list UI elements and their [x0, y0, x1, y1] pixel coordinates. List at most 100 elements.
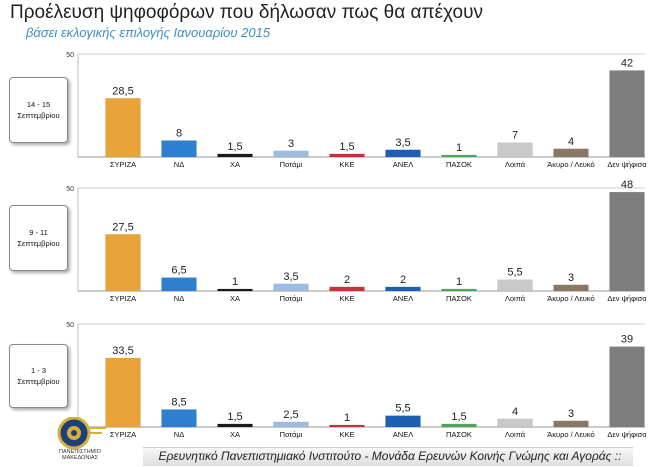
x-tick-label: ΧΑ — [230, 160, 240, 169]
x-tick-label: ΠΑΣΟΚ — [446, 430, 472, 439]
bar-4 — [273, 421, 309, 428]
data-label: 1,5 — [451, 411, 466, 423]
x-tick-label: Δεν ψήφισα — [607, 294, 647, 303]
bar-6 — [385, 286, 421, 292]
x-tick-label: ΑΝΕΛ — [393, 294, 413, 303]
period-label-line-1: 1 - 3 — [30, 366, 46, 375]
bar-1 — [105, 234, 141, 292]
data-label: 3,5 — [395, 137, 410, 149]
x-tick-label: Άκυρο / Λευκό — [547, 294, 594, 303]
bar-7 — [441, 154, 477, 158]
period-label-box: 1 - 3 Σεπτεμβρίου — [9, 344, 68, 408]
period-label-line-2: Σεπτεμβρίου — [17, 111, 60, 120]
data-label: 3,5 — [283, 271, 298, 283]
bar-3 — [217, 288, 253, 292]
bar-4 — [273, 283, 309, 292]
bar-9 — [553, 148, 589, 158]
period-label-line-2: Σεπτεμβρίου — [17, 239, 60, 248]
data-label: 48 — [621, 179, 633, 191]
x-tick-label: ΣΥΡΙΖΑ — [110, 430, 136, 439]
bar-5 — [329, 286, 365, 292]
bar-9 — [553, 284, 589, 292]
x-tick-label: Ποτάμι — [280, 160, 303, 169]
x-tick-label: ΧΑ — [230, 430, 240, 439]
footer-bar — [143, 447, 633, 466]
period-label-line-1: 14 - 15 — [26, 100, 51, 109]
bar-10 — [609, 191, 645, 292]
bar-9 — [553, 420, 589, 428]
data-label: 33,5 — [112, 345, 133, 357]
x-tick-label: ΑΝΕΛ — [393, 160, 413, 169]
period-label-line-2: Σεπτεμβρίου — [17, 377, 60, 386]
x-tick-label: Λοιπά — [505, 430, 526, 439]
data-label: 28,5 — [112, 85, 133, 97]
bar-2 — [161, 409, 197, 428]
bar-6 — [385, 149, 421, 158]
bar-8 — [497, 279, 533, 292]
data-label: 1 — [232, 276, 238, 288]
x-tick-label: ΚΚΕ — [339, 160, 354, 169]
data-label: 39 — [621, 334, 633, 346]
y-tick-label: 50 — [66, 322, 74, 329]
x-tick-label: ΝΔ — [174, 294, 184, 303]
logo-caption-line-1: ΠΑΝΕΠΙΣΤΗΜΙΟ — [59, 449, 101, 455]
data-label: 8,5 — [171, 396, 186, 408]
data-label: 1 — [456, 142, 462, 154]
data-label: 1,5 — [339, 141, 354, 153]
bar-2 — [161, 277, 197, 292]
data-label: 2 — [400, 274, 406, 286]
data-label: 3 — [568, 272, 574, 284]
data-label: 7 — [512, 130, 518, 142]
x-tick-label: Λοιπά — [505, 294, 526, 303]
data-label: 3 — [288, 138, 294, 150]
bar-5 — [329, 424, 365, 428]
x-tick-label: Άκυρο / Λευκό — [547, 430, 594, 439]
bar-6 — [385, 415, 421, 428]
y-tick-label: 50 — [66, 52, 74, 59]
bar-2 — [161, 140, 197, 158]
page-title: Προέλευση ψηφοφόρων που δήλωσαν πως θα α… — [10, 2, 483, 23]
bar-7 — [441, 423, 477, 428]
page-subtitle: βάσει εκλογικής επιλογής Ιανουαρίου 2015 — [26, 25, 271, 40]
x-tick-label: Δεν ψήφισα — [607, 160, 647, 169]
bar-1 — [105, 357, 141, 428]
data-label: 2 — [344, 274, 350, 286]
x-tick-label: ΚΚΕ — [339, 430, 354, 439]
y-tick-label: 50 — [66, 186, 74, 193]
data-label: 8 — [176, 128, 182, 140]
x-tick-label: ΣΥΡΙΖΑ — [110, 294, 136, 303]
bar-8 — [497, 418, 533, 428]
x-tick-label: ΝΔ — [174, 430, 184, 439]
x-tick-label: Δεν ψήφισα — [607, 430, 647, 439]
period-label-box: 9 - 11 Σεπτεμβρίου — [9, 205, 68, 271]
data-label: 3 — [568, 408, 574, 420]
data-label: 6,5 — [171, 265, 186, 277]
data-label: 1 — [344, 412, 350, 424]
bar-5 — [329, 153, 365, 158]
x-tick-label: ΧΑ — [230, 294, 240, 303]
logo-caption: ΠΑΝΕΠΙΣΤΗΜΙΟ ΜΑΚΕΔΟΝΙΑΣ — [50, 449, 110, 461]
period-label-box: 14 - 15 Σεπτεμβρίου — [9, 77, 68, 143]
data-label: 2,5 — [283, 409, 298, 421]
data-label: 1,5 — [227, 411, 242, 423]
data-label: 1 — [456, 276, 462, 288]
data-label: 42 — [621, 57, 633, 69]
bar-4 — [273, 150, 309, 158]
data-label: 5,5 — [395, 403, 410, 415]
bar-3 — [217, 423, 253, 428]
data-label: 1,5 — [227, 141, 242, 153]
data-label: 4 — [568, 136, 574, 148]
x-tick-label: ΠΑΣΟΚ — [446, 160, 472, 169]
x-tick-label: ΚΚΕ — [339, 294, 354, 303]
university-logo — [57, 417, 106, 450]
bar-3 — [217, 153, 253, 158]
period-label-line-1: 9 - 11 — [29, 228, 48, 237]
x-tick-label: Ποτάμι — [280, 430, 303, 439]
data-label: 4 — [512, 406, 518, 418]
bar-1 — [105, 98, 141, 158]
bar-10 — [609, 346, 645, 428]
bar-8 — [497, 142, 533, 158]
